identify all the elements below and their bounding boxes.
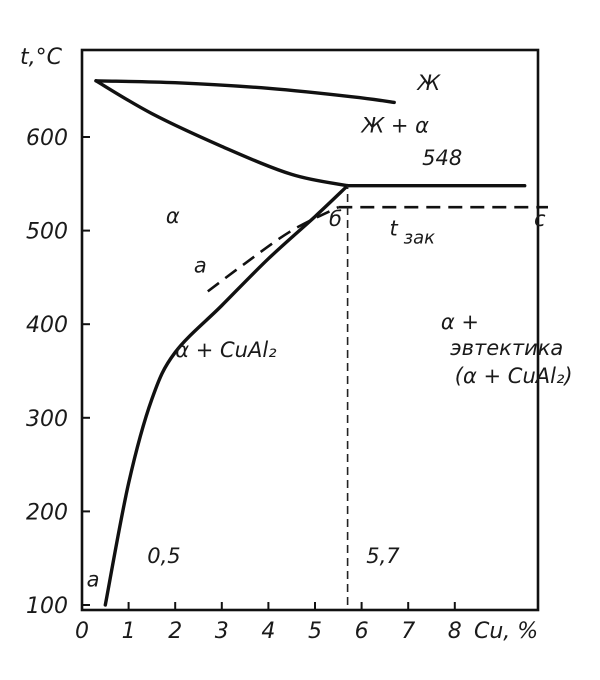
annotation-label: Ж xyxy=(416,71,442,95)
annotation-label: 548 xyxy=(422,146,462,170)
annotation-label: 5,7 xyxy=(366,544,400,568)
annotation-label: t xyxy=(390,216,399,240)
y-tick-label: 600 xyxy=(26,126,68,151)
x-tick-label: 5 xyxy=(308,619,322,644)
annotation-label: α xyxy=(166,204,180,228)
annotation-label: α + xyxy=(441,310,479,334)
y-axis-label: t,°C xyxy=(20,45,63,70)
series-solvus xyxy=(103,184,350,607)
x-tick-label: 3 xyxy=(215,619,229,644)
annotation-label: α + CuAl₂ xyxy=(175,338,277,362)
y-tick-label: 300 xyxy=(26,407,68,432)
plot-frame xyxy=(80,48,540,612)
annotation-label: a xyxy=(87,567,100,591)
x-tick-label: 7 xyxy=(401,619,415,644)
x-tick-label: 0 xyxy=(75,619,89,644)
annotation-label: (α + CuAl₂) xyxy=(455,364,573,388)
x-axis-label: Cu, % xyxy=(474,619,538,644)
y-tick-label: 500 xyxy=(26,220,68,245)
y-tick-label: 400 xyxy=(26,313,68,338)
y-tick-label: 200 xyxy=(26,500,68,525)
x-tick-label: 4 xyxy=(261,619,275,644)
series-solvus-quenched xyxy=(207,206,339,293)
annotation-label: б xyxy=(329,207,342,231)
annotation-label: a xyxy=(194,254,207,278)
x-tick-label: 6 xyxy=(355,619,369,644)
x-tick-label: 8 xyxy=(448,619,462,644)
annotation-label: Ж + α xyxy=(360,113,430,137)
annotation-label: эвтектика xyxy=(450,336,563,360)
annotation-label: зак xyxy=(404,228,436,249)
series-liquidus xyxy=(94,79,396,105)
annotation-label: c xyxy=(534,207,546,231)
y-tick-label: 100 xyxy=(26,594,68,619)
x-tick-label: 1 xyxy=(122,619,136,644)
series-solidus xyxy=(94,79,350,188)
x-tick-label: 2 xyxy=(168,619,182,644)
annotation-label: 0,5 xyxy=(147,544,180,568)
